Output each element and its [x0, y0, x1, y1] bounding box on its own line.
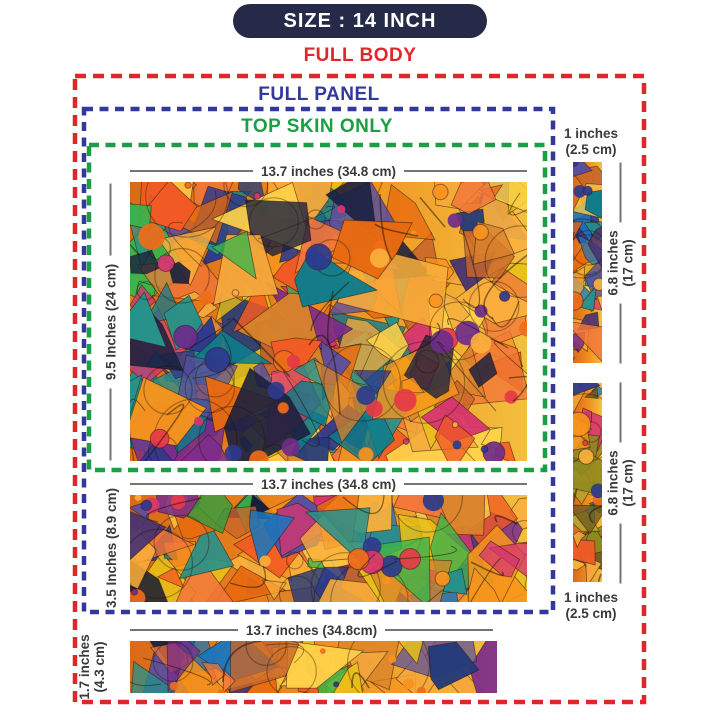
width-label-line1: 1 inches [563, 590, 619, 605]
full-body-label: FULL BODY [303, 45, 417, 66]
full-panel-label: FULL PANEL [258, 84, 380, 105]
dimension-line [404, 170, 528, 172]
dimension-line [619, 382, 622, 443]
dimension-line [130, 629, 238, 631]
width-label-line2: (2.5 cm) [565, 606, 617, 621]
middle-panel-width-value: 13.7 inches (34.8 cm) [260, 476, 397, 492]
size-banner-label: SIZE : 14 INCH [283, 9, 437, 32]
width-label-line1: 1 inches [563, 126, 619, 141]
bottom-strip-height-value: 1.7 inches (4.3 cm) [77, 634, 107, 699]
size-banner: SIZE : 14 INCH [233, 4, 487, 38]
bottom-strip-artwork [130, 641, 497, 693]
top-skin-height-value: 9.5 Inches (24 cm) [103, 263, 118, 381]
top-skin-width-value: 13.7 inches (34.8 cm) [260, 163, 397, 179]
middle-panel-height-value: 3.5 Inches (8.9 cm) [103, 487, 119, 609]
bottom-strip-width-value: 13.7 inches (34.8cm) [245, 622, 378, 638]
side-strip-bottom-height-dimension: 6.8 inches (17 cm) [604, 382, 638, 584]
middle-panel-height-dimension: 3.5 Inches (8.9 cm) [103, 468, 119, 628]
top-skin-label: TOP SKIN ONLY [241, 116, 393, 137]
side-strip-top-height-value: 6.8 inches (17 cm) [606, 230, 636, 295]
dimension-line [130, 170, 253, 172]
width-label-line2: (2.5 cm) [565, 142, 617, 157]
dimension-line [130, 483, 253, 485]
height-label-line1: 1.7 inches [77, 634, 92, 700]
side-strip-top-width-label: 1 inches (2.5 cm) [551, 126, 631, 158]
full-panel-boundary [81, 106, 556, 615]
side-strip-bottom-artwork [573, 383, 602, 582]
full-body-boundary [72, 73, 647, 705]
height-label-line2: (17 cm) [620, 239, 636, 287]
dimension-line [619, 162, 622, 223]
dimension-line [385, 629, 494, 631]
side-strip-top-artwork [573, 162, 602, 363]
middle-panel-width-dimension: 13.7 inches (34.8 cm) [130, 476, 528, 492]
height-label-line2: (4.3 cm) [92, 641, 107, 693]
bottom-strip-width-dimension: 13.7 inches (34.8cm) [130, 622, 494, 638]
middle-panel-artwork [130, 495, 527, 602]
top-skin-artwork [130, 182, 527, 461]
height-label-line2: (17 cm) [620, 459, 636, 507]
dimension-line [404, 483, 528, 485]
top-skin-width-dimension: 13.7 inches (34.8 cm) [130, 163, 528, 179]
dimension-line [619, 523, 622, 584]
top-skin-height-dimension: 9.5 Inches (24 cm) [103, 183, 119, 461]
bottom-strip-height-dimension: 1.7 inches (4.3 cm) [75, 630, 109, 704]
dimension-line [109, 388, 112, 461]
dimension-line [109, 183, 112, 256]
top-skin-boundary [86, 142, 548, 473]
side-strip-bottom-height-value: 6.8 inches (17 cm) [606, 450, 636, 515]
dimension-line [619, 303, 622, 364]
side-strip-bottom-width-label: 1 inches (2.5 cm) [551, 590, 631, 622]
height-label-line1: 6.8 inches [605, 450, 621, 516]
height-label-line1: 6.8 inches [605, 230, 621, 296]
side-strip-top-height-dimension: 6.8 inches (17 cm) [604, 162, 638, 364]
